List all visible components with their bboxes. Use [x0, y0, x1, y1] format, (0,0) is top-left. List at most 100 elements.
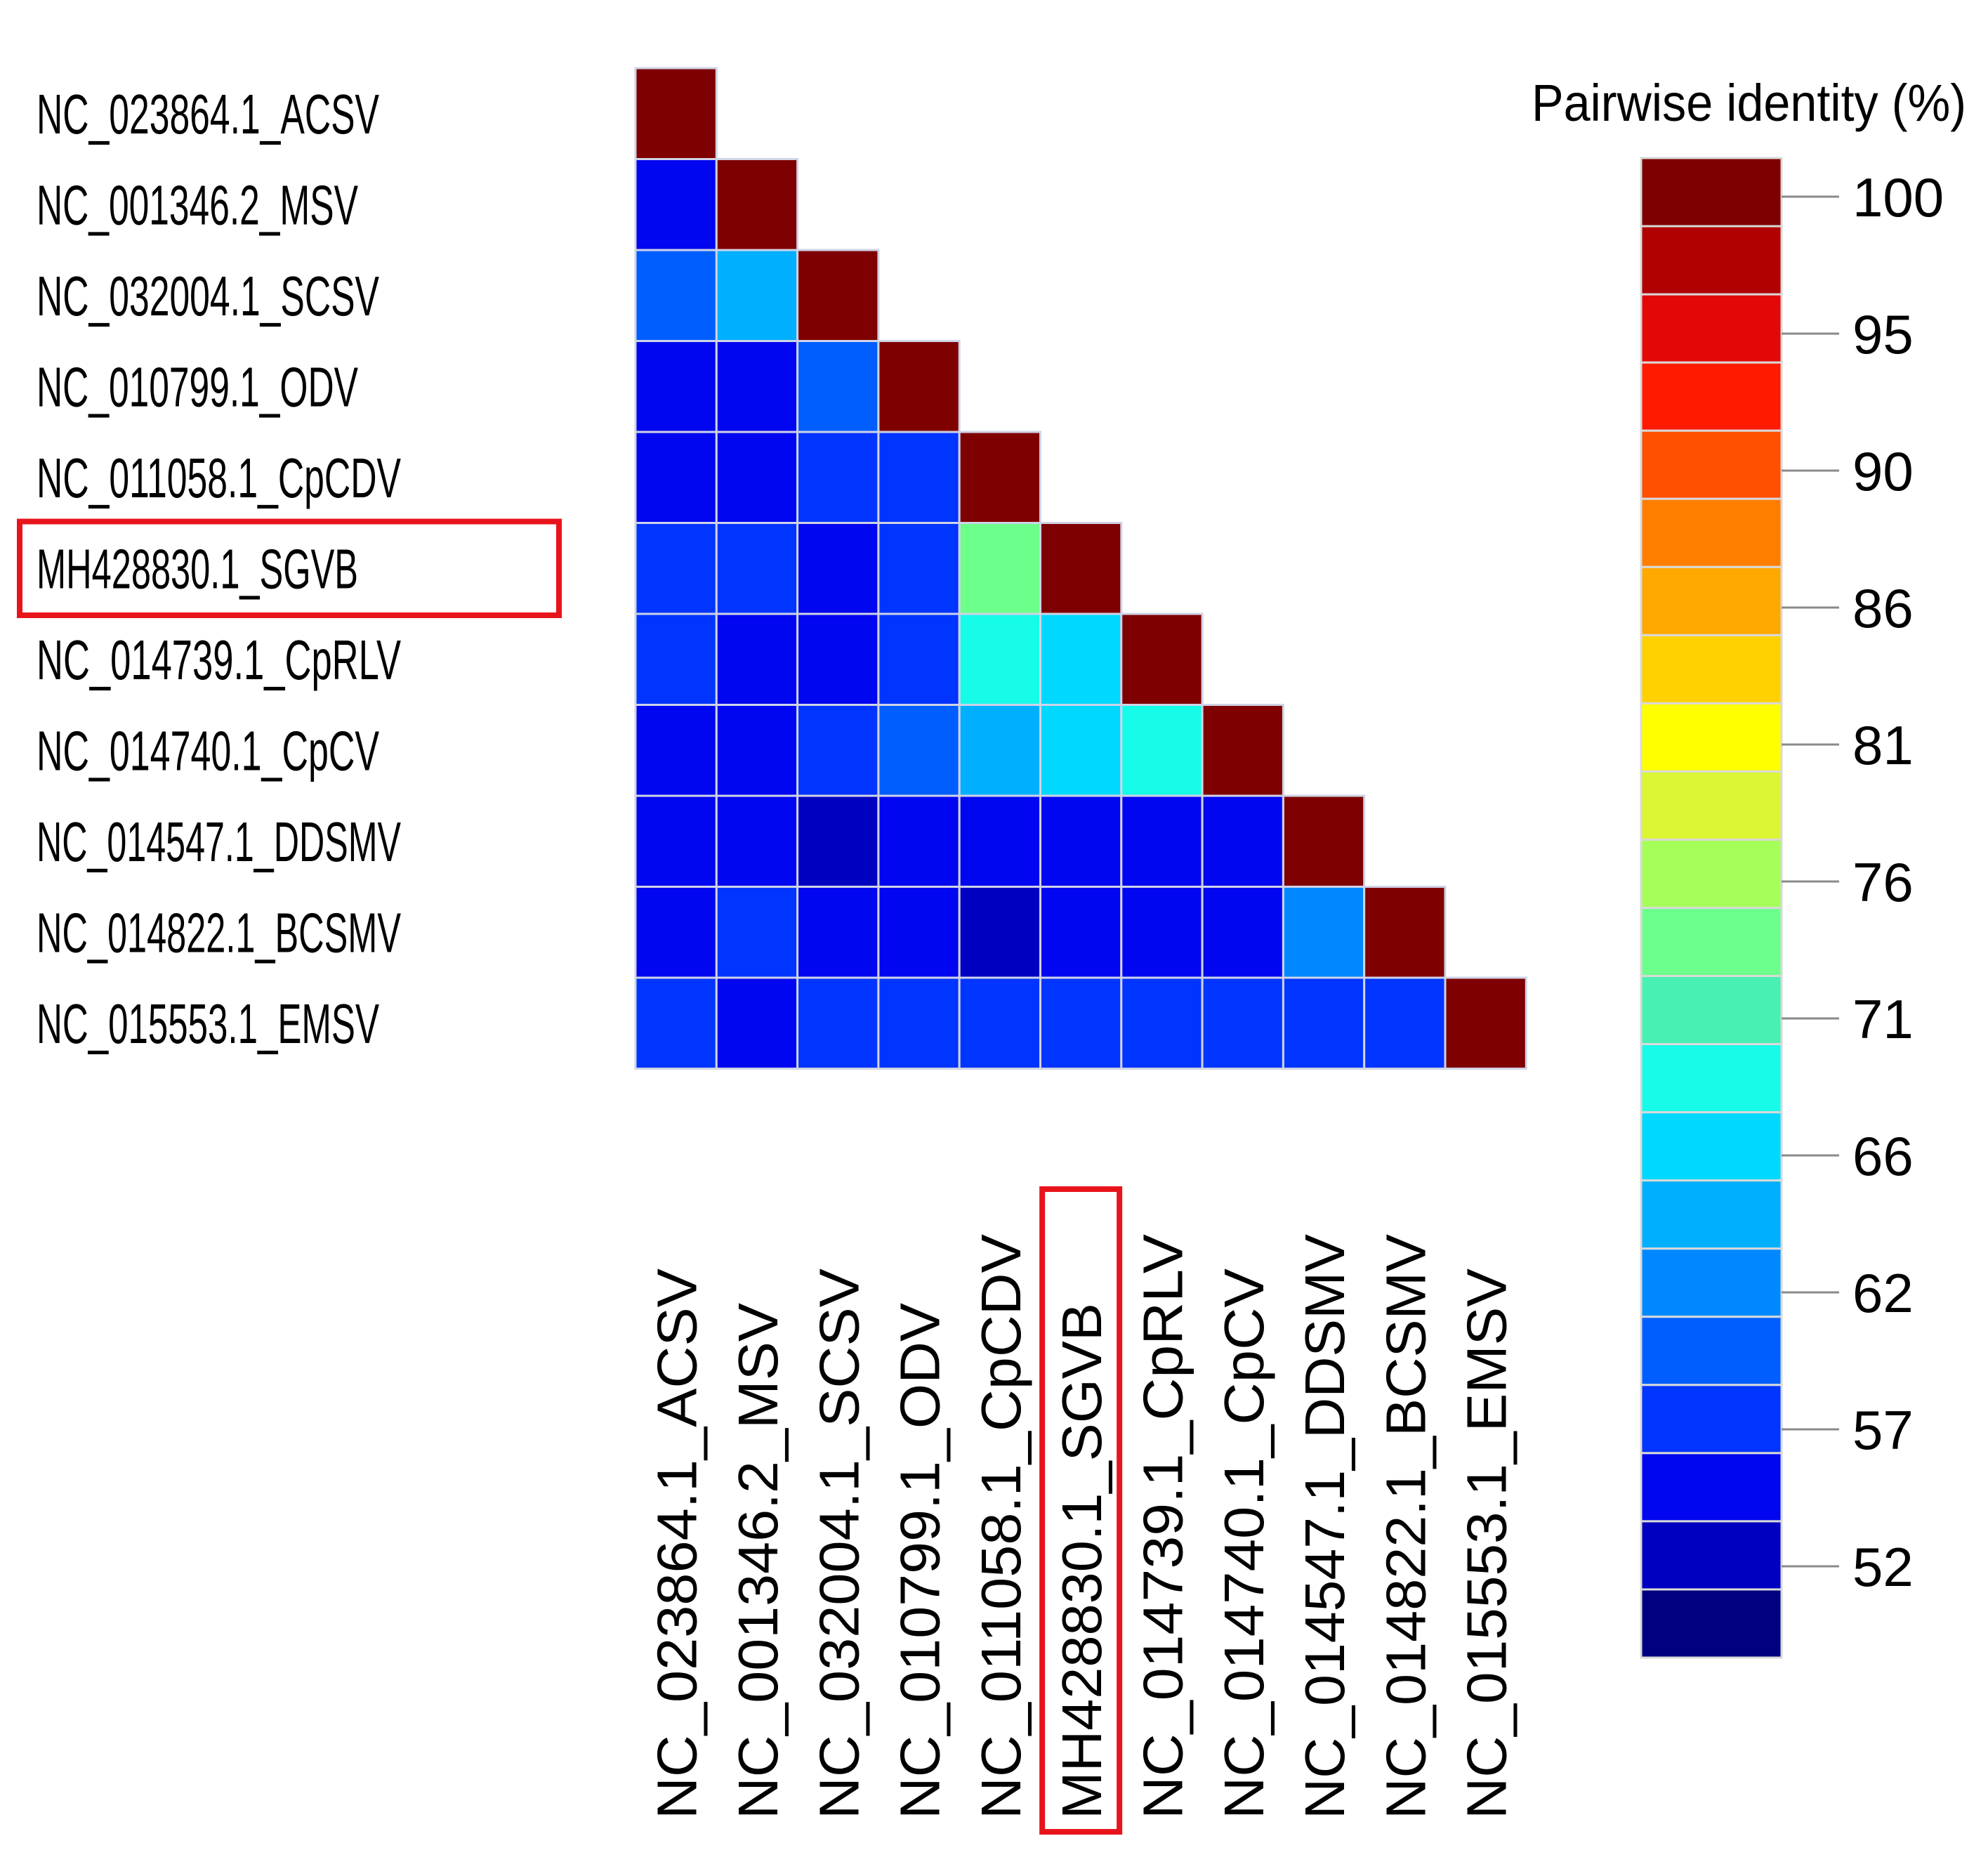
row-labels: NC_023864.1_ACSV NC_001346.2_MSV NC_032004…: [37, 83, 401, 1055]
heatmap-cell: [796, 431, 880, 524]
heatmap-cell: [1201, 704, 1284, 797]
heatmap-cell: [715, 704, 799, 797]
legend-tick-label: 71: [1852, 988, 1914, 1050]
row-label: NC_014739.1_CpRLV: [37, 629, 401, 691]
legend-swatch: [1640, 975, 1783, 1046]
heatmap-cell: [1120, 612, 1204, 706]
color-legend: Pairwise identity (%) 100 95 90 86 81 76 71 66 6…: [1532, 74, 1966, 1659]
column-label: NC_014822.1_BCSMV: [1374, 1233, 1437, 1819]
heatmap-cell: [1282, 886, 1366, 979]
legend-swatch: [1640, 565, 1783, 636]
heatmap-cell: [1120, 794, 1204, 888]
heatmap-cell: [634, 340, 718, 433]
legend-swatch: [1640, 1316, 1783, 1386]
heatmap-cell: [1120, 886, 1204, 979]
heatmap-cell: [634, 431, 718, 524]
legend-tick-label: 62: [1852, 1262, 1914, 1324]
heatmap-cell: [796, 522, 880, 615]
legend-swatch: [1640, 1384, 1783, 1455]
heatmap-cell: [715, 340, 799, 433]
heatmap-cell: [877, 340, 961, 433]
heatmap-cell: [877, 612, 961, 706]
column-label: NC_014547.1_DDSMV: [1293, 1233, 1356, 1819]
heatmap-cell: [877, 976, 961, 1070]
heatmap-cell: [1120, 976, 1204, 1070]
column-label: NC_014740.1_CpCV: [1213, 1268, 1275, 1819]
legend-ticks: 100 95 90 86 81 76 71 66 62 57 52: [1782, 166, 1944, 1598]
heatmap-cell: [715, 522, 799, 615]
heatmap-cell: [958, 431, 1041, 524]
row-label: NC_011058.1_CpCDV: [37, 447, 401, 509]
heatmap-cell: [634, 976, 718, 1070]
heatmap-cell: [1039, 522, 1123, 615]
heatmap-cell: [715, 794, 799, 888]
legend-swatch: [1640, 293, 1783, 364]
legend-swatch: [1640, 702, 1783, 773]
legend-tick-label: 52: [1852, 1536, 1914, 1598]
legend-tick-label: 66: [1852, 1125, 1914, 1187]
legend-swatches: [1640, 157, 1783, 1659]
row-highlight-box: [17, 518, 562, 618]
legend-tick-label: 95: [1852, 303, 1914, 365]
heatmap-cell: [877, 704, 961, 797]
heatmap-cell: [796, 612, 880, 706]
heatmap-cell: [958, 794, 1041, 888]
legend-swatch: [1640, 907, 1783, 978]
heatmap-cell: [715, 612, 799, 706]
legend-tick-label: 86: [1852, 577, 1914, 639]
heatmap-cell: [796, 886, 880, 979]
legend-swatch: [1640, 1179, 1783, 1250]
row-label: NC_015553.1_EMSV: [37, 992, 379, 1055]
heatmap-cell: [877, 886, 961, 979]
heatmap-cell: [1282, 794, 1366, 888]
row-label: NC_014547.1_DDSMV: [37, 811, 401, 873]
column-label: NC_032004.1_SCSV: [808, 1268, 870, 1819]
highlight-boxes: [17, 518, 1123, 1835]
legend-swatch: [1640, 429, 1783, 500]
legend-swatch: [1640, 634, 1783, 704]
legend-swatch: [1640, 361, 1783, 432]
column-labels: NC_023864.1_ACSV NC_001346.2_MSV NC_032004…: [646, 1233, 1518, 1819]
legend-swatch: [1640, 1043, 1783, 1114]
row-label: NC_023864.1_ACSV: [37, 83, 379, 145]
heatmap-cell: [1201, 976, 1284, 1070]
legend-tick-label: 76: [1852, 851, 1914, 913]
column-label: NC_010799.1_ODV: [889, 1302, 952, 1819]
legend-swatch: [1640, 770, 1783, 841]
heatmap-cell: [634, 612, 718, 706]
column-label: NC_001346.2_MSV: [727, 1302, 789, 1819]
heatmap-cell: [958, 886, 1041, 979]
heatmap-cell: [715, 158, 799, 251]
row-label: NC_032004.1_SCSV: [37, 265, 379, 327]
row-label: MH428830.1_SGVB: [37, 537, 358, 600]
heatmap-cell: [1363, 886, 1447, 979]
column-label: NC_014739.1_CpRLV: [1131, 1233, 1194, 1819]
heatmap-cell: [1039, 976, 1123, 1070]
heatmap-cell: [1039, 794, 1123, 888]
heatmap-cells: [634, 67, 1527, 1070]
heatmap-cell: [634, 794, 718, 888]
heatmap-cell: [634, 67, 718, 160]
legend-title: Pairwise identity (%): [1532, 74, 1966, 132]
heatmap-cell: [634, 249, 718, 342]
heatmap-cell: [796, 704, 880, 797]
heatmap-cell: [634, 522, 718, 615]
heatmap-cell: [877, 522, 961, 615]
heatmap-cell: [715, 886, 799, 979]
heatmap-cell: [796, 794, 880, 888]
legend-tick-label: 90: [1852, 440, 1914, 502]
heatmap-cell: [796, 249, 880, 342]
heatmap-cell: [1282, 976, 1366, 1070]
legend-swatch: [1640, 1247, 1783, 1318]
heatmap-cell: [1039, 704, 1123, 797]
heatmap-cell: [715, 976, 799, 1070]
row-label: NC_014740.1_CpCV: [37, 719, 379, 782]
heatmap-cell: [715, 249, 799, 342]
heatmap-cell: [958, 522, 1041, 615]
legend-tick-label: 57: [1852, 1399, 1914, 1461]
heatmap-cell: [1039, 886, 1123, 979]
heatmap-cell: [877, 431, 961, 524]
heatmap-cell: [958, 704, 1041, 797]
legend-tick-label: 81: [1852, 714, 1914, 776]
